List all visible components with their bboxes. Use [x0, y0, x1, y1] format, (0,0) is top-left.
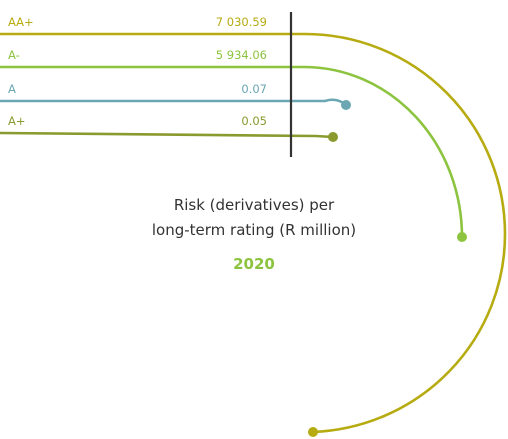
track-line-aminus	[0, 65, 464, 239]
track-end-dot-aaplus	[308, 427, 318, 437]
chart-year: 2020	[233, 255, 275, 273]
value-label: 7 030.59	[216, 15, 267, 29]
track-end-dot-aplus	[328, 132, 338, 142]
value-label: 5 934.06	[216, 48, 267, 62]
track-line-aplus	[0, 131, 335, 139]
category-label: A+	[8, 114, 26, 128]
value-label: 0.05	[241, 114, 267, 128]
value-label: 0.07	[241, 82, 267, 96]
category-label: A	[8, 82, 16, 96]
chart-marks: AA+ 7 030.59 A- 5 934.06 A 0.07 A+ 0.05	[0, 15, 507, 437]
category-label: A-	[8, 48, 20, 62]
track-end-dot-aminus	[457, 232, 467, 242]
category-label: AA+	[8, 15, 34, 29]
chart-title-line-2: long-term rating (R million)	[152, 221, 356, 239]
track-line-aaplus	[0, 32, 507, 434]
chart-title-line-1: Risk (derivatives) per	[174, 196, 335, 214]
track-end-dot-a	[341, 100, 351, 110]
track-line-a	[0, 98, 348, 107]
